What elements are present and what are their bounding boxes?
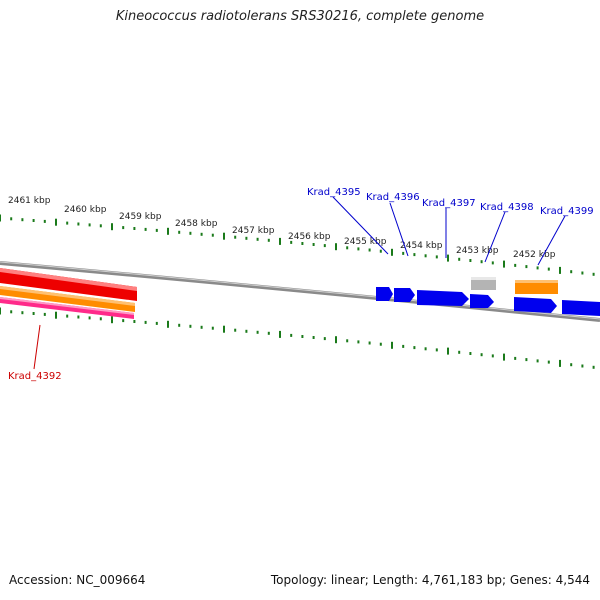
callout-line-krad-4395 (332, 196, 389, 255)
gene-arrow-krad-4399 (514, 297, 557, 313)
scale-label: 2455 kbp (344, 237, 387, 247)
callout-line-krad-4392 (33, 324, 41, 370)
callout-line-krad-4399 (537, 215, 566, 266)
tick-track-bottom (0, 307, 595, 369)
gene-arrow-krad-4396 (394, 288, 415, 302)
scale-label: 2459 kbp (119, 212, 162, 222)
gene-arrow-krad-4397 (417, 290, 469, 306)
genome-backbone (0, 261, 600, 322)
gene-labels: Krad_4395 Krad_4396 Krad_4397 Krad_4398 … (8, 187, 594, 382)
scale-label: 2456 kbp (288, 232, 331, 242)
gene-label-krad-4395: Krad_4395 (307, 187, 361, 198)
gene-label-krad-4396: Krad_4396 (366, 192, 420, 203)
scale-label: 2457 kbp (232, 226, 275, 236)
scale-label: 2458 kbp (175, 219, 218, 229)
gene-arrows-right (376, 277, 600, 316)
gene-arrow-krad-4398 (470, 294, 494, 308)
scale-label: 2454 kbp (400, 241, 443, 251)
gene-bars-left (0, 268, 137, 319)
scale-label: 2453 kbp (456, 246, 499, 256)
genome-backbone-highlight (0, 261, 600, 320)
callout-line-krad-4398 (484, 211, 506, 263)
callout-line-krad-4396 (389, 202, 409, 257)
gene-label-krad-4398: Krad_4398 (480, 202, 534, 213)
scale-label: 2461 kbp (8, 196, 51, 206)
gene-arrow-next (562, 300, 600, 316)
gene-box-orange (515, 280, 558, 294)
gene-label-krad-4397: Krad_4397 (422, 198, 476, 209)
gene-bar-pink-shine (0, 297, 134, 315)
gene-bar-orange-shine (0, 286, 135, 306)
gene-label-krad-4399: Krad_4399 (540, 206, 594, 217)
gene-box-gray-shine (471, 277, 496, 280)
gene-box-orange-shine (515, 280, 558, 283)
genome-summary-text: Topology: linear; Length: 4,761,183 bp; … (270, 573, 590, 587)
map-title: Kineococcus radiotolerans SRS30216, comp… (115, 9, 485, 24)
gene-arrow-krad-4395 (376, 287, 393, 301)
scale-label: 2452 kbp (513, 250, 556, 260)
scale-label: 2460 kbp (64, 205, 107, 215)
accession-text: Accession: NC_009664 (9, 573, 146, 587)
gene-box-gray (471, 277, 496, 290)
tick-track-top (0, 214, 595, 276)
gene-label-krad-4392: Krad_4392 (8, 371, 62, 382)
gene-callouts (33, 196, 566, 370)
scale-labels: 2461 kbp 2460 kbp 2459 kbp 2458 kbp 2457… (8, 196, 556, 260)
gene-bar-red-shine (0, 268, 137, 291)
